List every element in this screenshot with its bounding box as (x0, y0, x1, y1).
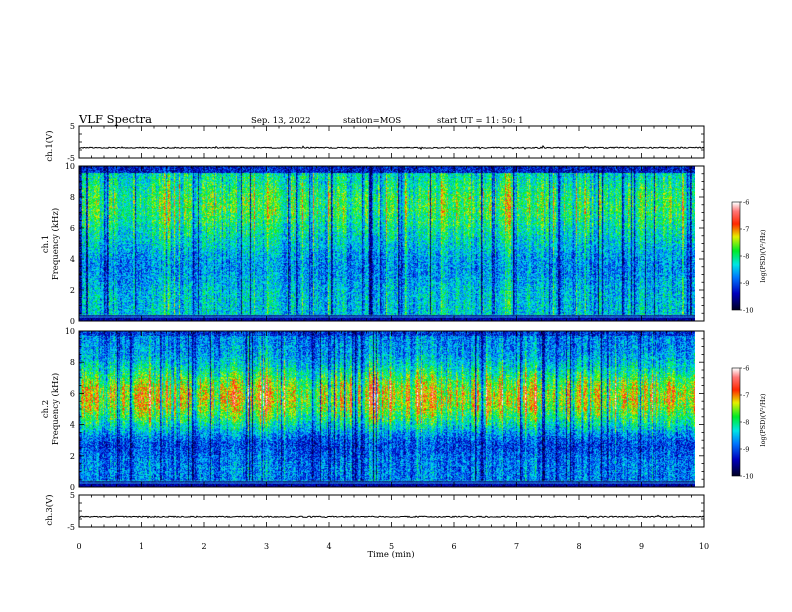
figure-title: VLF Spectra (78, 112, 152, 126)
ch3-voltage-label: ch.3(V) (44, 494, 55, 525)
colorbar-tick-label: -8 (743, 419, 749, 427)
ch1s-ytick-label: 6 (70, 224, 75, 233)
ch1s-ytick-label: 2 (70, 286, 75, 295)
ch1-waveform-panel (78, 145, 705, 151)
ch2-spectrogram-panel (79, 331, 695, 487)
ch1w-ytick-label: 5 (70, 122, 75, 131)
x-tick-label: 5 (389, 542, 394, 551)
x-axis-label: Time (min) (367, 549, 414, 560)
colorbar-tick-label: -7 (743, 226, 749, 234)
x-tick-label: 1 (139, 542, 144, 551)
x-tick-label: 6 (451, 542, 456, 551)
colorbar-tick-label: -7 (743, 392, 749, 400)
x-tick-label: 9 (639, 542, 644, 551)
ch1w-ytick-label: -5 (67, 154, 75, 163)
colorbar-tick-label: -9 (743, 446, 749, 454)
colorbar-tick-label: -6 (743, 365, 749, 373)
colorbar-tick-label: -10 (743, 473, 753, 481)
ch1s-ytick-label: 0 (70, 317, 75, 326)
x-tick-label: 4 (326, 542, 331, 551)
colorbar-tick-label: -8 (743, 253, 749, 261)
date-label: Sep. 13, 2022 (251, 116, 311, 126)
ch3-waveform-trace (78, 514, 705, 519)
ch2-spectrogram-image (79, 331, 695, 487)
colorbar-tick-label: -6 (743, 199, 749, 207)
ch2s-ytick-label: 0 (70, 483, 75, 492)
colorbar-2 (732, 368, 740, 476)
ch2s-ytick-label: 8 (70, 358, 75, 367)
ch3w-ytick-label: 5 (70, 491, 75, 500)
ch1-spectrogram-image (79, 166, 695, 321)
ch2-channel-label: ch.2 (41, 400, 51, 418)
ch1s-ytick-label: 8 (70, 193, 75, 202)
x-tick-label: 7 (514, 542, 519, 551)
ch2s-ytick-label: 2 (70, 452, 75, 461)
ch1-channel-label: ch.1 (41, 235, 51, 253)
ch3-waveform-panel (78, 514, 705, 519)
colorbar-tick-label: -10 (743, 307, 753, 315)
ch1-spectrogram-panel (79, 166, 695, 321)
ch2s-ytick-label: 4 (70, 421, 75, 430)
ch1-waveform-trace (78, 145, 705, 151)
ch1-frequency-label: Frequency (kHz) (50, 208, 61, 280)
x-tick-label: 0 (76, 542, 81, 551)
ch1s-ytick-label: 10 (65, 162, 75, 171)
x-tick-label: 3 (264, 542, 269, 551)
colorbars: -6 -7 -8 -9 -10 -6 -7 -8 -9 -10 (731, 199, 753, 481)
ch2-colorbar-label: log(PSD)(V²/Hz) (759, 393, 767, 446)
station-label: station=MOS (343, 116, 401, 126)
ch1-colorbar-label: log(PSD)(V²/Hz) (759, 229, 767, 282)
start-time-label: start UT = 11: 50: 1 (437, 116, 524, 126)
ch2s-ytick-label: 10 (65, 327, 75, 336)
ch3w-ytick-label: -5 (67, 523, 75, 532)
x-tick-label: 8 (576, 542, 581, 551)
ch2-frequency-label: Frequency (kHz) (50, 373, 61, 445)
x-tick-label: 2 (201, 542, 206, 551)
ch1s-ytick-label: 4 (70, 255, 75, 264)
colorbar-1 (732, 202, 740, 310)
x-tick-label: 10 (699, 542, 709, 551)
ch2s-ytick-label: 6 (70, 389, 75, 398)
colorbar-tick-label: -9 (743, 280, 749, 288)
ch1-voltage-label: ch.1(V) (44, 130, 55, 161)
